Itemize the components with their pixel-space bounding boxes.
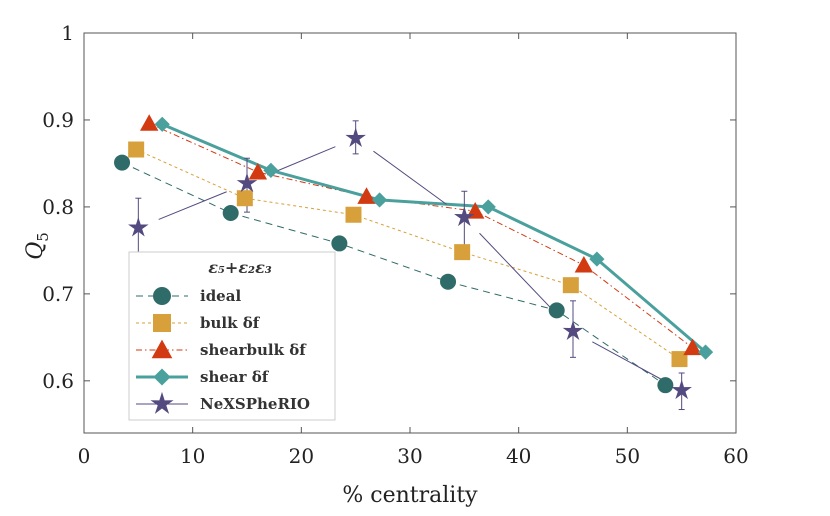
legend-label-shearbulk-f: shearbulk δf bbox=[200, 341, 307, 359]
series-line-nexspherio bbox=[158, 191, 227, 220]
data-point-ideal bbox=[331, 235, 348, 252]
legend-marker-shearbulk-f bbox=[151, 339, 173, 359]
y-tick-label: 0.7 bbox=[42, 282, 74, 306]
data-point-shearbulk-f bbox=[140, 114, 159, 131]
x-tick-label: 10 bbox=[180, 444, 205, 468]
data-point-shear-f bbox=[697, 344, 714, 360]
data-point-shearbulk-f bbox=[683, 338, 702, 356]
legend-title: ε₅+ε₂ε₃ bbox=[208, 258, 272, 277]
data-point-ideal bbox=[440, 273, 457, 290]
series-line-nexspherio bbox=[267, 146, 336, 176]
data-point-shear-f bbox=[154, 116, 170, 132]
x-tick-label: 40 bbox=[506, 444, 531, 468]
data-point-ideal bbox=[222, 205, 239, 221]
data-point-nexspherio bbox=[562, 320, 584, 340]
axis-ticks: 0 10 20 30 40 50 60 0.6 0.7 0.8 0.9 1 bbox=[42, 21, 749, 468]
data-point-nexspherio bbox=[671, 379, 692, 400]
data-point-nexspherio bbox=[345, 127, 366, 147]
series-lines bbox=[121, 122, 707, 386]
y-tick-label: 0.8 bbox=[42, 195, 74, 219]
x-tick-label: 60 bbox=[723, 444, 748, 468]
series-line-nexspherio bbox=[479, 232, 559, 316]
legend: ε₅+ε₂ε₃ ideal bulk δf shearbulk δf shear δf… bbox=[128, 251, 336, 421]
legend-label-shear-f: shear δf bbox=[200, 368, 270, 386]
data-point-shearbulk-f bbox=[574, 255, 594, 273]
legend-label-nexspherio: NeXSPheRIO bbox=[200, 395, 310, 413]
data-point-shearbulk-f bbox=[248, 162, 268, 180]
x-tick-label: 0 bbox=[78, 444, 91, 468]
legend-marker-nexspherio bbox=[150, 391, 174, 414]
y-axis-label-subscript: 5 bbox=[34, 232, 52, 242]
data-point-ideal bbox=[657, 377, 674, 394]
series-line-shear-f bbox=[161, 122, 707, 354]
series-line-nexspherio bbox=[592, 341, 663, 381]
data-point-bulk-f bbox=[562, 277, 579, 294]
series-markers bbox=[114, 114, 714, 400]
data-point-bulk-f bbox=[345, 206, 362, 223]
legend-marker-bulk-f bbox=[153, 314, 171, 332]
legend-marker-shear-f bbox=[153, 368, 171, 386]
legend-label-ideal: ideal bbox=[200, 287, 241, 305]
y-axis-label: Q5 bbox=[23, 232, 52, 260]
data-point-bulk-f bbox=[128, 141, 145, 158]
data-point-shear-f bbox=[263, 162, 279, 178]
data-point-nexspherio bbox=[128, 216, 149, 237]
data-point-shear-f bbox=[371, 192, 388, 208]
x-tick-label: 50 bbox=[615, 444, 640, 468]
legend-marker-ideal bbox=[153, 287, 171, 305]
data-point-shear-f bbox=[589, 251, 605, 267]
x-tick-label: 30 bbox=[397, 444, 422, 468]
data-point-ideal bbox=[114, 154, 131, 171]
data-point-bulk-f bbox=[236, 190, 253, 207]
data-point-nexspherio bbox=[454, 206, 475, 227]
data-point-shearbulk-f bbox=[357, 187, 376, 204]
data-point-nexspherio bbox=[236, 172, 258, 193]
x-tick-label: 20 bbox=[289, 444, 314, 468]
series-line-nexspherio bbox=[373, 150, 447, 205]
legend-entries: ideal bulk δf shearbulk δf shear δf NeXSPheR… bbox=[136, 287, 310, 414]
data-point-ideal bbox=[548, 302, 565, 319]
legend-box bbox=[128, 251, 336, 421]
series-line-ideal bbox=[121, 162, 666, 386]
y-tick-label: 0.6 bbox=[42, 369, 74, 393]
data-point-shear-f bbox=[480, 199, 496, 215]
y-tick-label: 1 bbox=[61, 21, 74, 45]
x-axis-label: % centrality bbox=[342, 483, 478, 508]
y-tick-label: 0.9 bbox=[42, 108, 74, 132]
legend-label-bulk-f: bulk δf bbox=[200, 314, 261, 332]
data-point-bulk-f bbox=[454, 244, 471, 261]
